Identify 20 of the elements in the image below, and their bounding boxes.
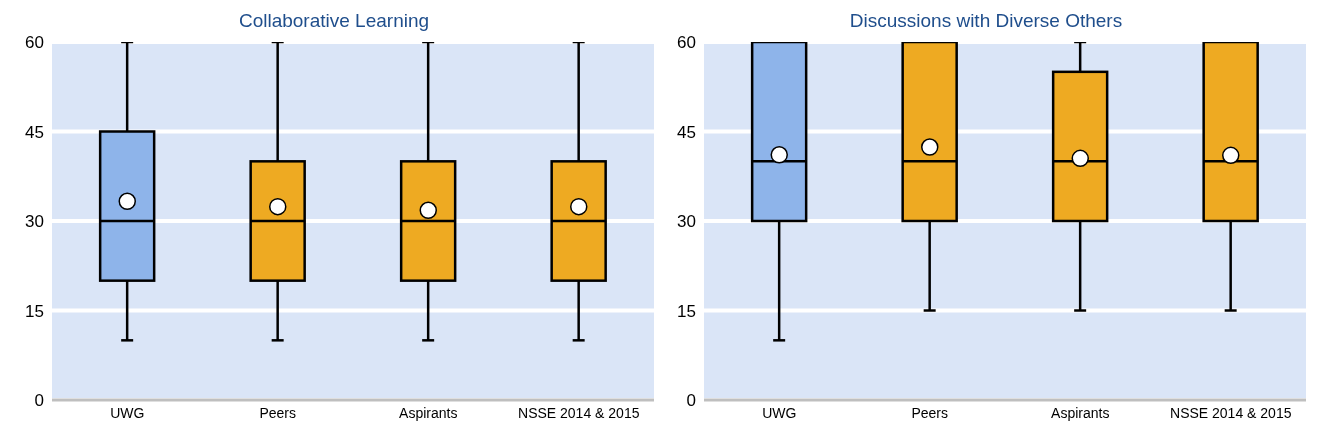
y-tick-label: 45 bbox=[677, 122, 696, 142]
x-tick-label: Peers bbox=[911, 404, 949, 421]
y-tick-label: 30 bbox=[677, 212, 696, 232]
chart-title: Collaborative Learning bbox=[237, 9, 431, 33]
y-tick-label: 0 bbox=[34, 391, 44, 411]
x-tick-label: Aspirants bbox=[1051, 404, 1110, 421]
x-tick-label: Peers bbox=[259, 404, 297, 421]
x-tick-label: NSSE 2014 & 2015 bbox=[1170, 404, 1292, 421]
x-tick-label: Aspirants bbox=[399, 404, 458, 421]
x-tick-label: NSSE 2014 & 2015 bbox=[518, 404, 640, 421]
chart-title: Discussions with Diverse Others bbox=[848, 9, 1124, 33]
y-tick-label: 60 bbox=[25, 33, 44, 53]
x-tick-label: UWG bbox=[762, 404, 797, 421]
y-tick-label: 60 bbox=[677, 33, 696, 53]
y-tick-label: 45 bbox=[25, 122, 44, 142]
x-tick-label: UWG bbox=[110, 404, 145, 421]
y-tick-label: 30 bbox=[25, 212, 44, 232]
y-tick-label: 0 bbox=[686, 391, 696, 411]
y-tick-label: 15 bbox=[25, 301, 44, 321]
y-tick-label: 15 bbox=[677, 301, 696, 321]
